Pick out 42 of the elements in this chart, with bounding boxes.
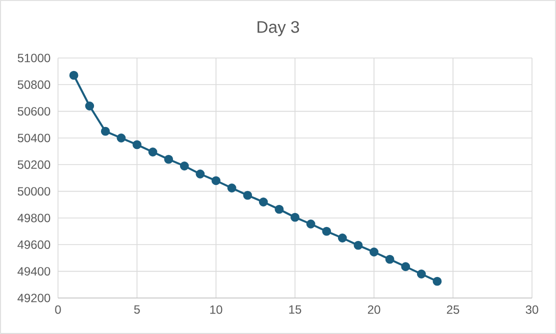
point	[227, 184, 236, 192]
point	[258, 198, 268, 206]
x-tick-label: 15	[289, 305, 302, 314]
point	[432, 276, 442, 286]
chart-title: Day 3	[258, 21, 300, 36]
x-tick-label: 30	[526, 305, 538, 314]
point	[164, 154, 174, 164]
y-tick-label: 50600	[18, 107, 50, 116]
y-tick-label: 49600	[18, 240, 50, 249]
x-tick-label: 10	[210, 305, 222, 314]
y-tick-label: 49200	[18, 294, 50, 302]
point	[385, 254, 394, 264]
y-tick-label: 51000	[18, 54, 50, 62]
point	[370, 248, 378, 256]
x-tick-label: 5	[134, 305, 140, 314]
point	[274, 204, 284, 214]
y-tick-label: 49800	[18, 214, 50, 222]
point	[243, 190, 252, 200]
point	[212, 176, 220, 186]
point	[354, 240, 363, 250]
point	[196, 170, 205, 178]
y-tick-label: 50400	[18, 134, 50, 142]
point	[401, 262, 410, 272]
x-tick-label: 0	[55, 305, 61, 314]
point	[322, 226, 332, 236]
point	[100, 126, 110, 136]
y-tick-label: 49400	[18, 267, 50, 276]
point	[306, 220, 316, 228]
point	[85, 102, 94, 110]
point	[148, 148, 158, 156]
point	[132, 140, 142, 150]
point	[116, 134, 126, 142]
x-tick-label: 20	[368, 305, 380, 314]
point	[416, 270, 426, 278]
y-tick-label: 50200	[18, 160, 50, 169]
x-tick-label: 25	[446, 305, 460, 314]
y-tick-label: 50800	[18, 80, 50, 89]
point	[69, 70, 78, 80]
point	[338, 234, 347, 242]
point	[290, 212, 300, 222]
point	[180, 162, 189, 170]
y-tick-label: 50000	[18, 187, 50, 196]
